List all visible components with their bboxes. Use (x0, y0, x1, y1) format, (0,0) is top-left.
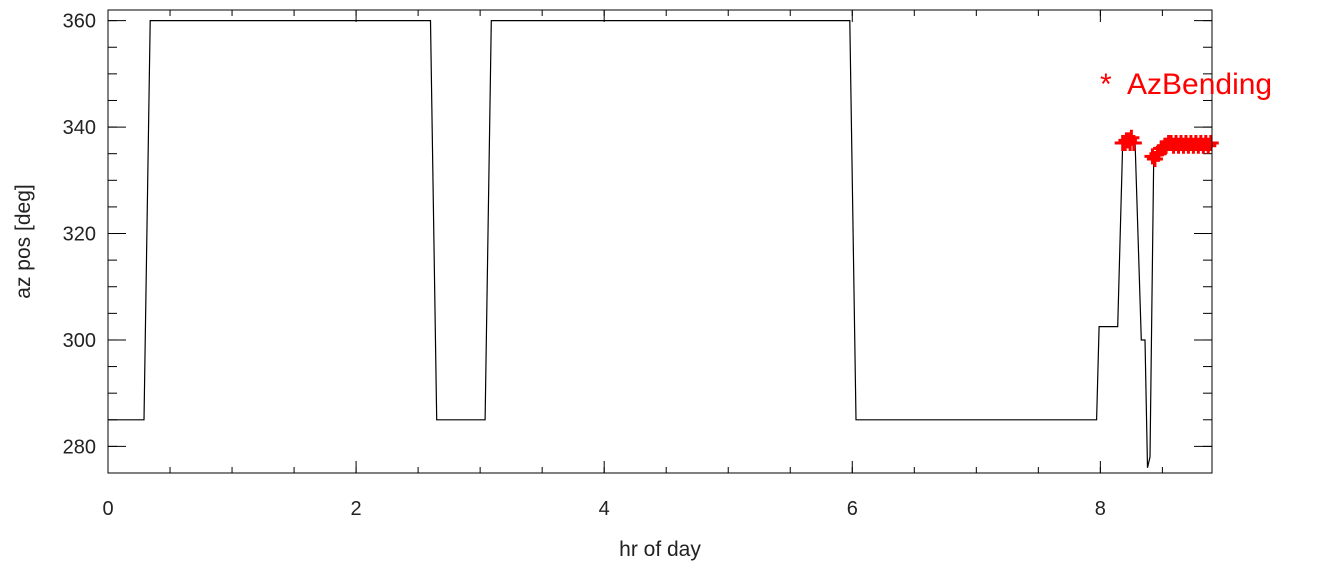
y-axis-label: az pos [deg] (12, 184, 35, 298)
azbending-marker (1125, 135, 1142, 152)
x-axis-label: hr of day (619, 538, 701, 561)
legend-label: AzBending (1127, 68, 1272, 101)
series-markers-azbending (1114, 129, 1219, 168)
plot-frame (107, 9, 1213, 474)
series-line (108, 20, 1212, 468)
legend-symbol: * (1100, 68, 1112, 101)
x-tick-label: 0 (102, 498, 113, 520)
y-tick-label: 320 (63, 224, 96, 246)
y-tick-label: 340 (63, 117, 96, 139)
x-tick-label: 8 (1095, 498, 1106, 520)
y-tick-label: 360 (63, 11, 96, 33)
azbending-marker (1200, 137, 1217, 154)
minor-ticks (107, 10, 1212, 474)
x-tick-label: 6 (847, 498, 858, 520)
tick-labels: 0 2 4 6 8 280 300 320 340 360 (63, 11, 1106, 520)
y-tick-label: 280 (63, 436, 96, 458)
series-layer (108, 20, 1219, 468)
x-tick-label: 2 (351, 498, 362, 520)
legend: * AzBending (1100, 68, 1272, 101)
azbending-marker (1202, 135, 1219, 152)
major-ticks (107, 10, 1212, 473)
y-tick-label: 300 (63, 330, 96, 352)
x-tick-label: 4 (599, 498, 610, 520)
